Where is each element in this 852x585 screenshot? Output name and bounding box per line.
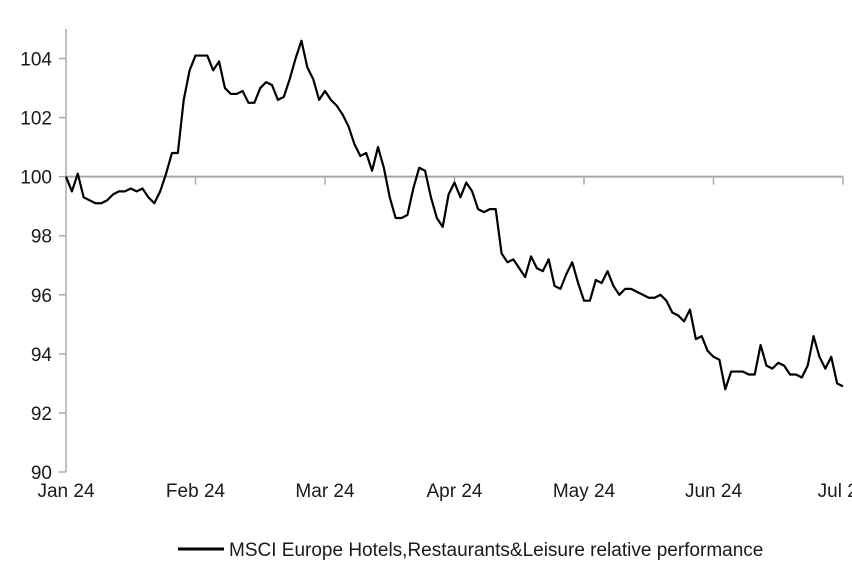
y-tick-label: 102 (20, 109, 52, 130)
legend-label: MSCI Europe Hotels,Restaurants&Leisure r… (229, 540, 763, 561)
x-tick-label: May 24 (553, 481, 616, 502)
y-tick-label: 92 (31, 404, 52, 425)
y-tick-label: 100 (20, 168, 52, 189)
x-tick-label: Feb 24 (166, 481, 226, 502)
y-tick-label: 96 (31, 286, 52, 307)
y-tick-label: 90 (31, 463, 52, 484)
chart-legend: MSCI Europe Hotels,Restaurants&Leisure r… (178, 540, 763, 561)
x-tick-label: Mar 24 (295, 481, 355, 502)
y-tick-label: 104 (20, 50, 52, 71)
y-tick-label: 94 (31, 345, 53, 366)
x-tick-label: Apr 24 (427, 481, 483, 502)
x-tick-label: Jan 24 (37, 481, 94, 502)
x-axis: Jan 24 Feb 24 Mar 24 Apr 24 May 24 Jun 24 Jul … (37, 176, 852, 502)
y-axis: 90 92 94 96 98 100 102 104 (20, 29, 67, 484)
series-line-msci-europe-hotels-restaurants-leisure (64, 39, 844, 391)
y-tick-label: 98 (31, 227, 52, 248)
x-tick-label: Jun 24 (685, 481, 742, 502)
x-tick-label: Jul 24 (818, 481, 852, 502)
